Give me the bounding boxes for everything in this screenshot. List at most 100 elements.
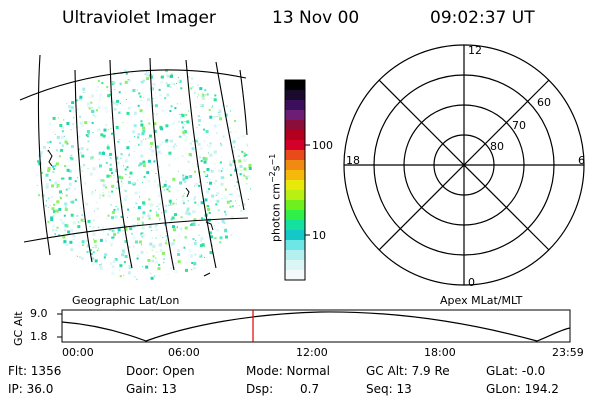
emission-pixel — [111, 132, 113, 135]
emission-pixel — [238, 205, 240, 207]
emission-pixel — [121, 253, 125, 257]
emission-pixel — [234, 185, 236, 187]
emission-pixel — [227, 211, 229, 213]
emission-pixel — [154, 223, 158, 227]
emission-pixel — [199, 181, 200, 183]
emission-pixel — [200, 237, 204, 241]
emission-pixel — [213, 124, 217, 128]
emission-pixel — [165, 234, 168, 237]
emission-pixel — [160, 80, 164, 84]
emission-pixel — [62, 235, 66, 239]
emission-pixel — [91, 107, 93, 109]
emission-pixel — [125, 99, 127, 100]
emission-pixel — [139, 133, 142, 136]
emission-pixel — [158, 263, 161, 266]
emission-pixel — [138, 92, 141, 95]
emission-pixel — [92, 226, 95, 229]
timeline-ylabel: GC Alt — [12, 311, 25, 346]
emission-pixel — [165, 204, 167, 207]
emission-pixel — [36, 185, 38, 186]
mlat-label-60: 60 — [537, 96, 551, 109]
emission-pixel — [156, 113, 158, 115]
emission-pixel — [76, 126, 79, 129]
emission-pixel — [112, 265, 115, 268]
emission-pixel — [151, 237, 153, 239]
emission-pixel — [149, 262, 151, 264]
emission-pixel — [47, 197, 50, 200]
emission-pixel — [56, 186, 58, 188]
colorbar-band — [285, 150, 305, 161]
emission-pixel — [181, 155, 184, 158]
emission-pixel — [58, 117, 59, 119]
emission-pixel — [70, 129, 72, 131]
emission-pixel — [80, 256, 84, 260]
emission-pixel — [193, 198, 196, 201]
emission-pixel — [145, 125, 147, 127]
emission-pixel — [113, 107, 117, 111]
emission-pixel — [229, 163, 233, 167]
emission-pixel — [178, 120, 181, 123]
emission-pixel — [207, 207, 210, 211]
emission-pixel — [137, 136, 140, 139]
emission-pixel — [217, 143, 219, 145]
emission-pixel — [99, 238, 103, 242]
emission-pixel — [169, 202, 173, 206]
emission-pixel — [206, 93, 209, 96]
emission-pixel — [216, 229, 219, 232]
emission-pixel — [133, 111, 137, 115]
emission-pixel — [85, 239, 88, 242]
emission-pixel — [248, 163, 252, 167]
emission-pixel — [219, 117, 223, 121]
emission-pixel — [224, 229, 228, 233]
emission-pixel — [229, 200, 232, 203]
emission-pixel — [53, 203, 55, 206]
longitude-line — [37, 54, 51, 256]
emission-pixel — [125, 138, 127, 140]
emission-pixel — [141, 235, 144, 238]
emission-pixel — [238, 124, 240, 126]
emission-pixel — [37, 160, 40, 163]
emission-pixel — [87, 219, 91, 223]
emission-pixel — [149, 134, 152, 138]
emission-pixel — [133, 132, 135, 134]
emission-pixel — [198, 234, 200, 236]
emission-pixel — [149, 203, 152, 206]
emission-pixel — [232, 145, 234, 147]
emission-pixel — [160, 176, 163, 179]
emission-pixel — [158, 143, 162, 147]
emission-pixel — [88, 107, 91, 110]
emission-pixel — [63, 119, 65, 121]
emission-pixel — [96, 86, 99, 88]
emission-pixel — [194, 185, 195, 187]
emission-pixel — [171, 216, 175, 220]
emission-pixel — [149, 124, 152, 127]
emission-pixel — [64, 206, 67, 209]
emission-pixel — [250, 188, 252, 190]
emission-pixel — [64, 140, 68, 144]
emission-pixel — [199, 156, 201, 158]
colorbar-band — [285, 120, 305, 131]
emission-pixel — [81, 240, 85, 244]
emission-pixel — [140, 80, 144, 84]
emission-pixel — [123, 251, 126, 254]
emission-pixel — [155, 260, 158, 264]
emission-pixel — [111, 245, 113, 247]
emission-pixel — [216, 116, 218, 118]
emission-pixel — [94, 189, 96, 191]
emission-pixel — [173, 239, 176, 242]
emission-pixel — [84, 92, 86, 94]
emission-pixel — [165, 69, 168, 73]
emission-pixel — [58, 155, 61, 158]
emission-pixel — [239, 130, 241, 132]
emission-pixel — [154, 275, 156, 277]
emission-pixel — [224, 213, 227, 216]
emission-pixel — [60, 177, 63, 180]
emission-pixel — [72, 221, 76, 225]
emission-pixel — [78, 256, 81, 259]
emission-pixel — [69, 165, 71, 167]
emission-pixel — [163, 262, 165, 264]
emission-pixel — [157, 267, 161, 271]
emission-pixel — [117, 228, 121, 232]
emission-pixel — [66, 142, 69, 145]
emission-pixel — [166, 93, 170, 97]
